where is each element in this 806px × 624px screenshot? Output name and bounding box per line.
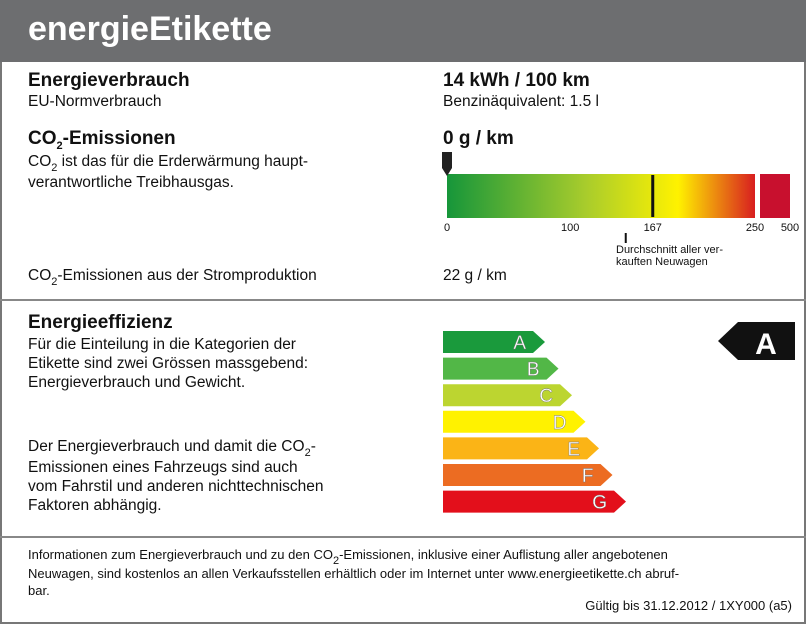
text-part: -Emissionen [62,128,176,149]
production-label: CO2-Emissionen aus der Stromproduktion [28,266,317,288]
text: Der Energieverbrauch und damit die CO2- E… [28,437,324,515]
current-class-arrow [718,322,795,360]
text-part: - [310,438,316,455]
footer-text: Informationen zum Energieverbrauch und z… [28,546,679,599]
class-label: F [582,466,594,487]
line: Energieverbrauch und Gewicht. [28,374,246,391]
line: vom Fahrstil und anderen nichttechnische… [28,477,324,496]
title: energieEtikette [28,10,272,48]
spacer [442,174,447,218]
average-label: Durchschnitt aller ver-kauften Neuwagen [616,244,723,268]
text-part: Faktoren abhängig. [28,497,162,514]
value: 14 kWh / 100 km [443,70,590,91]
subheading: EU-Normverbrauch [28,93,162,110]
class-label: C [539,386,553,407]
tick-label: 167 [644,222,662,234]
text-part: CO [28,153,52,170]
class-arrow [443,331,545,353]
subscript: 2 [332,555,340,567]
line: CO2 ist das für die Erderwärmung haupt- [28,152,309,174]
tick-label: 250 [746,222,764,234]
text-part: ist das für die Erderwärmung haupt- [57,153,309,170]
line: Neuwagen, sind kostenlos an allen Verkau… [28,565,679,582]
class-arrow [443,490,626,513]
class-arrow [443,464,613,486]
equivalent: Benzinäquivalent: 1.5 l [443,93,599,110]
text-part: Neuwagen, sind kostenlos an allen Verkau… [28,566,680,581]
tick-label: 0 [444,222,450,234]
heading: Energieeffizienz [28,312,173,333]
text-part: Informationen zum Energieverbrauch und z… [28,547,333,562]
class-label: A [513,333,526,354]
text: Für die Einteilung in die Kategorien der… [28,335,308,392]
header-bar [0,0,806,62]
heading: Energieverbrauch [28,70,190,91]
subscript: 2 [56,140,63,152]
line: Emissionen eines Fahrzeugs sind auch [28,458,324,477]
validity: Gültig bis 31.12.2012 / 1XY000 (a5) [585,598,792,613]
text-part: Emissionen eines Fahrzeugs sind auch [28,459,298,476]
production-value: 22 g / km [443,267,507,284]
line: kauften Neuwagen [616,256,708,268]
value: 0 g / km [443,128,514,149]
text-part: -Emissionen aus der Stromproduktion [57,267,317,284]
subscript: 2 [51,162,58,174]
class-label: E [567,439,580,460]
co2-high-band [760,174,790,218]
line: Etikette sind zwei Grössen massgebend: [28,355,308,372]
line: verantwortliche Treibhausgas. [28,173,308,192]
class-arrow [443,410,586,433]
text-part: bar. [28,583,50,598]
subscript: 2 [51,276,58,288]
class-arrow [443,384,572,407]
text: CO2 ist das für die Erderwärmung haupt-v… [28,152,308,192]
line: Durchschnitt aller ver- [616,244,723,256]
class-label: G [592,493,607,514]
co2-gradient [447,174,755,218]
line: Informationen zum Energieverbrauch und z… [28,546,679,567]
tick-label: 100 [561,222,579,234]
class-label: D [553,413,567,434]
text-part: Der Energieverbrauch und damit die CO [28,438,305,455]
line: Für die Einteilung in die Kategorien der [28,336,296,353]
tick-label: 500 [781,222,799,234]
text-part: -Emissionen, inklusive einer Auflistung … [339,547,668,562]
line: Der Energieverbrauch und damit die CO2- [28,437,324,459]
class-label: B [527,360,540,381]
subscript: 2 [304,447,311,459]
current-class: A [755,328,777,361]
line: Faktoren abhängig. [28,496,324,515]
heading: CO2-Emissionen [28,128,176,152]
line: bar. [28,582,679,599]
text-part: vom Fahrstil und anderen nichttechnische… [28,478,324,495]
text-part: verantwortliche Treibhausgas. [28,174,234,191]
text-part: CO [28,267,52,284]
class-arrow [443,357,559,380]
marker [442,152,452,176]
text-part: CO [28,128,57,149]
class-arrow [443,437,599,460]
